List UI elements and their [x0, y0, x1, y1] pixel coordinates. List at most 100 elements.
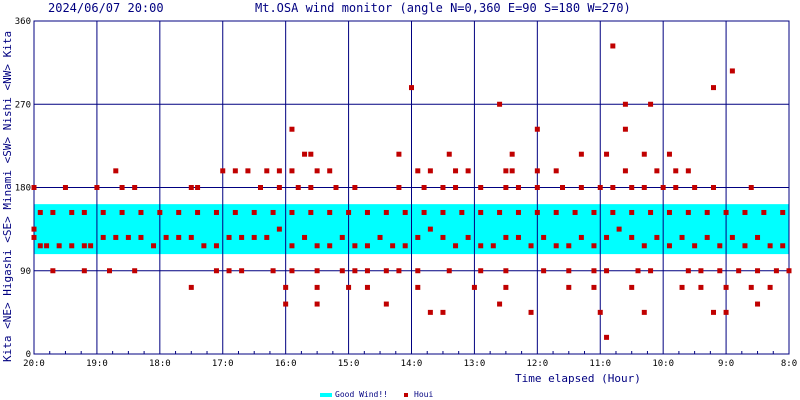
wind-point	[610, 43, 616, 49]
wind-point	[258, 185, 263, 190]
wind-point	[723, 309, 729, 315]
wind-point	[698, 268, 704, 274]
wind-point	[629, 209, 635, 215]
wind-point	[692, 185, 698, 190]
wind-point	[31, 226, 37, 232]
wind-point	[528, 243, 534, 249]
wind-point	[352, 185, 358, 190]
wind-point	[314, 243, 320, 249]
wind-point	[534, 126, 540, 132]
wind-point	[239, 268, 245, 274]
wind-point	[390, 243, 396, 249]
wind-point	[591, 243, 597, 249]
wind-point	[748, 284, 754, 290]
wind-point	[339, 268, 345, 274]
y-tick-label: 360	[15, 17, 31, 27]
wind-point	[264, 168, 270, 174]
wind-point	[88, 243, 94, 249]
wind-point	[666, 209, 672, 215]
wind-point	[597, 185, 603, 190]
wind-point	[113, 168, 119, 174]
y-tick-labels: 0 90 180 270 360	[15, 17, 31, 360]
wind-point	[478, 243, 484, 249]
y-axis-label: Kita <NE> Higashi <SE> Minami <SW> Nishi…	[1, 31, 14, 362]
wind-point	[698, 284, 704, 290]
wind-point	[100, 209, 106, 215]
wind-point	[31, 234, 37, 240]
wind-point	[176, 209, 182, 215]
wind-point	[755, 234, 761, 240]
wind-point	[685, 209, 691, 215]
wind-point	[453, 168, 459, 174]
wind-point	[396, 268, 402, 274]
wind-point	[509, 168, 515, 174]
wind-point	[327, 209, 333, 215]
wind-point	[654, 234, 660, 240]
wind-point	[717, 268, 723, 274]
wind-point	[503, 185, 509, 190]
wind-point	[421, 209, 427, 215]
wind-point	[415, 234, 421, 240]
wind-point	[37, 243, 43, 249]
wind-point	[541, 268, 547, 274]
wind-point	[465, 234, 471, 240]
wind-point	[622, 168, 628, 174]
wind-point	[81, 243, 87, 249]
wind-point	[673, 168, 679, 174]
wind-point	[641, 309, 647, 315]
wind-point	[748, 185, 754, 190]
wind-point	[213, 243, 219, 249]
wind-point	[270, 209, 276, 215]
wind-point	[308, 151, 314, 157]
wind-point	[364, 243, 370, 249]
x-tick-label: 14:0	[401, 359, 423, 369]
wind-point	[113, 234, 119, 240]
wind-point	[396, 185, 402, 190]
wind-point	[742, 243, 748, 249]
wind-point	[440, 185, 446, 190]
wind-point	[396, 151, 402, 157]
wind-point	[478, 185, 484, 190]
wind-point	[604, 151, 610, 157]
wind-point	[534, 168, 540, 174]
wind-point	[685, 168, 691, 174]
wind-point	[736, 268, 742, 274]
x-tick-label: 11:0	[589, 359, 611, 369]
wind-point	[660, 185, 666, 190]
wind-point	[81, 209, 87, 215]
legend-good-wind-label: Good Wind!!	[335, 390, 388, 399]
wind-point	[786, 268, 792, 274]
wind-point	[346, 284, 352, 290]
wind-point	[541, 234, 547, 240]
wind-point	[610, 209, 616, 215]
wind-point	[409, 85, 414, 91]
wind-point	[471, 284, 477, 290]
wind-point	[553, 243, 559, 249]
wind-point	[767, 243, 773, 249]
wind-point	[767, 284, 773, 290]
wind-point	[459, 209, 465, 215]
wind-point	[534, 185, 540, 190]
x-tick-label: 16:0	[275, 359, 297, 369]
wind-point	[566, 284, 572, 290]
wind-point	[729, 68, 735, 74]
wind-point	[327, 243, 333, 249]
wind-point	[515, 185, 521, 190]
wind-point	[654, 168, 660, 174]
wind-point	[188, 185, 194, 190]
wind-point	[478, 209, 484, 215]
wind-point	[780, 243, 786, 249]
wind-point	[289, 126, 295, 132]
wind-point	[314, 268, 320, 274]
wind-point	[264, 234, 270, 240]
wind-point	[201, 243, 207, 249]
wind-point	[497, 101, 503, 107]
wind-point	[50, 268, 56, 274]
wind-point	[503, 168, 509, 174]
y-tick-label: 270	[15, 100, 31, 110]
wind-point	[717, 243, 723, 249]
wind-point	[176, 234, 182, 240]
wind-point	[666, 243, 672, 249]
wind-point	[440, 234, 446, 240]
